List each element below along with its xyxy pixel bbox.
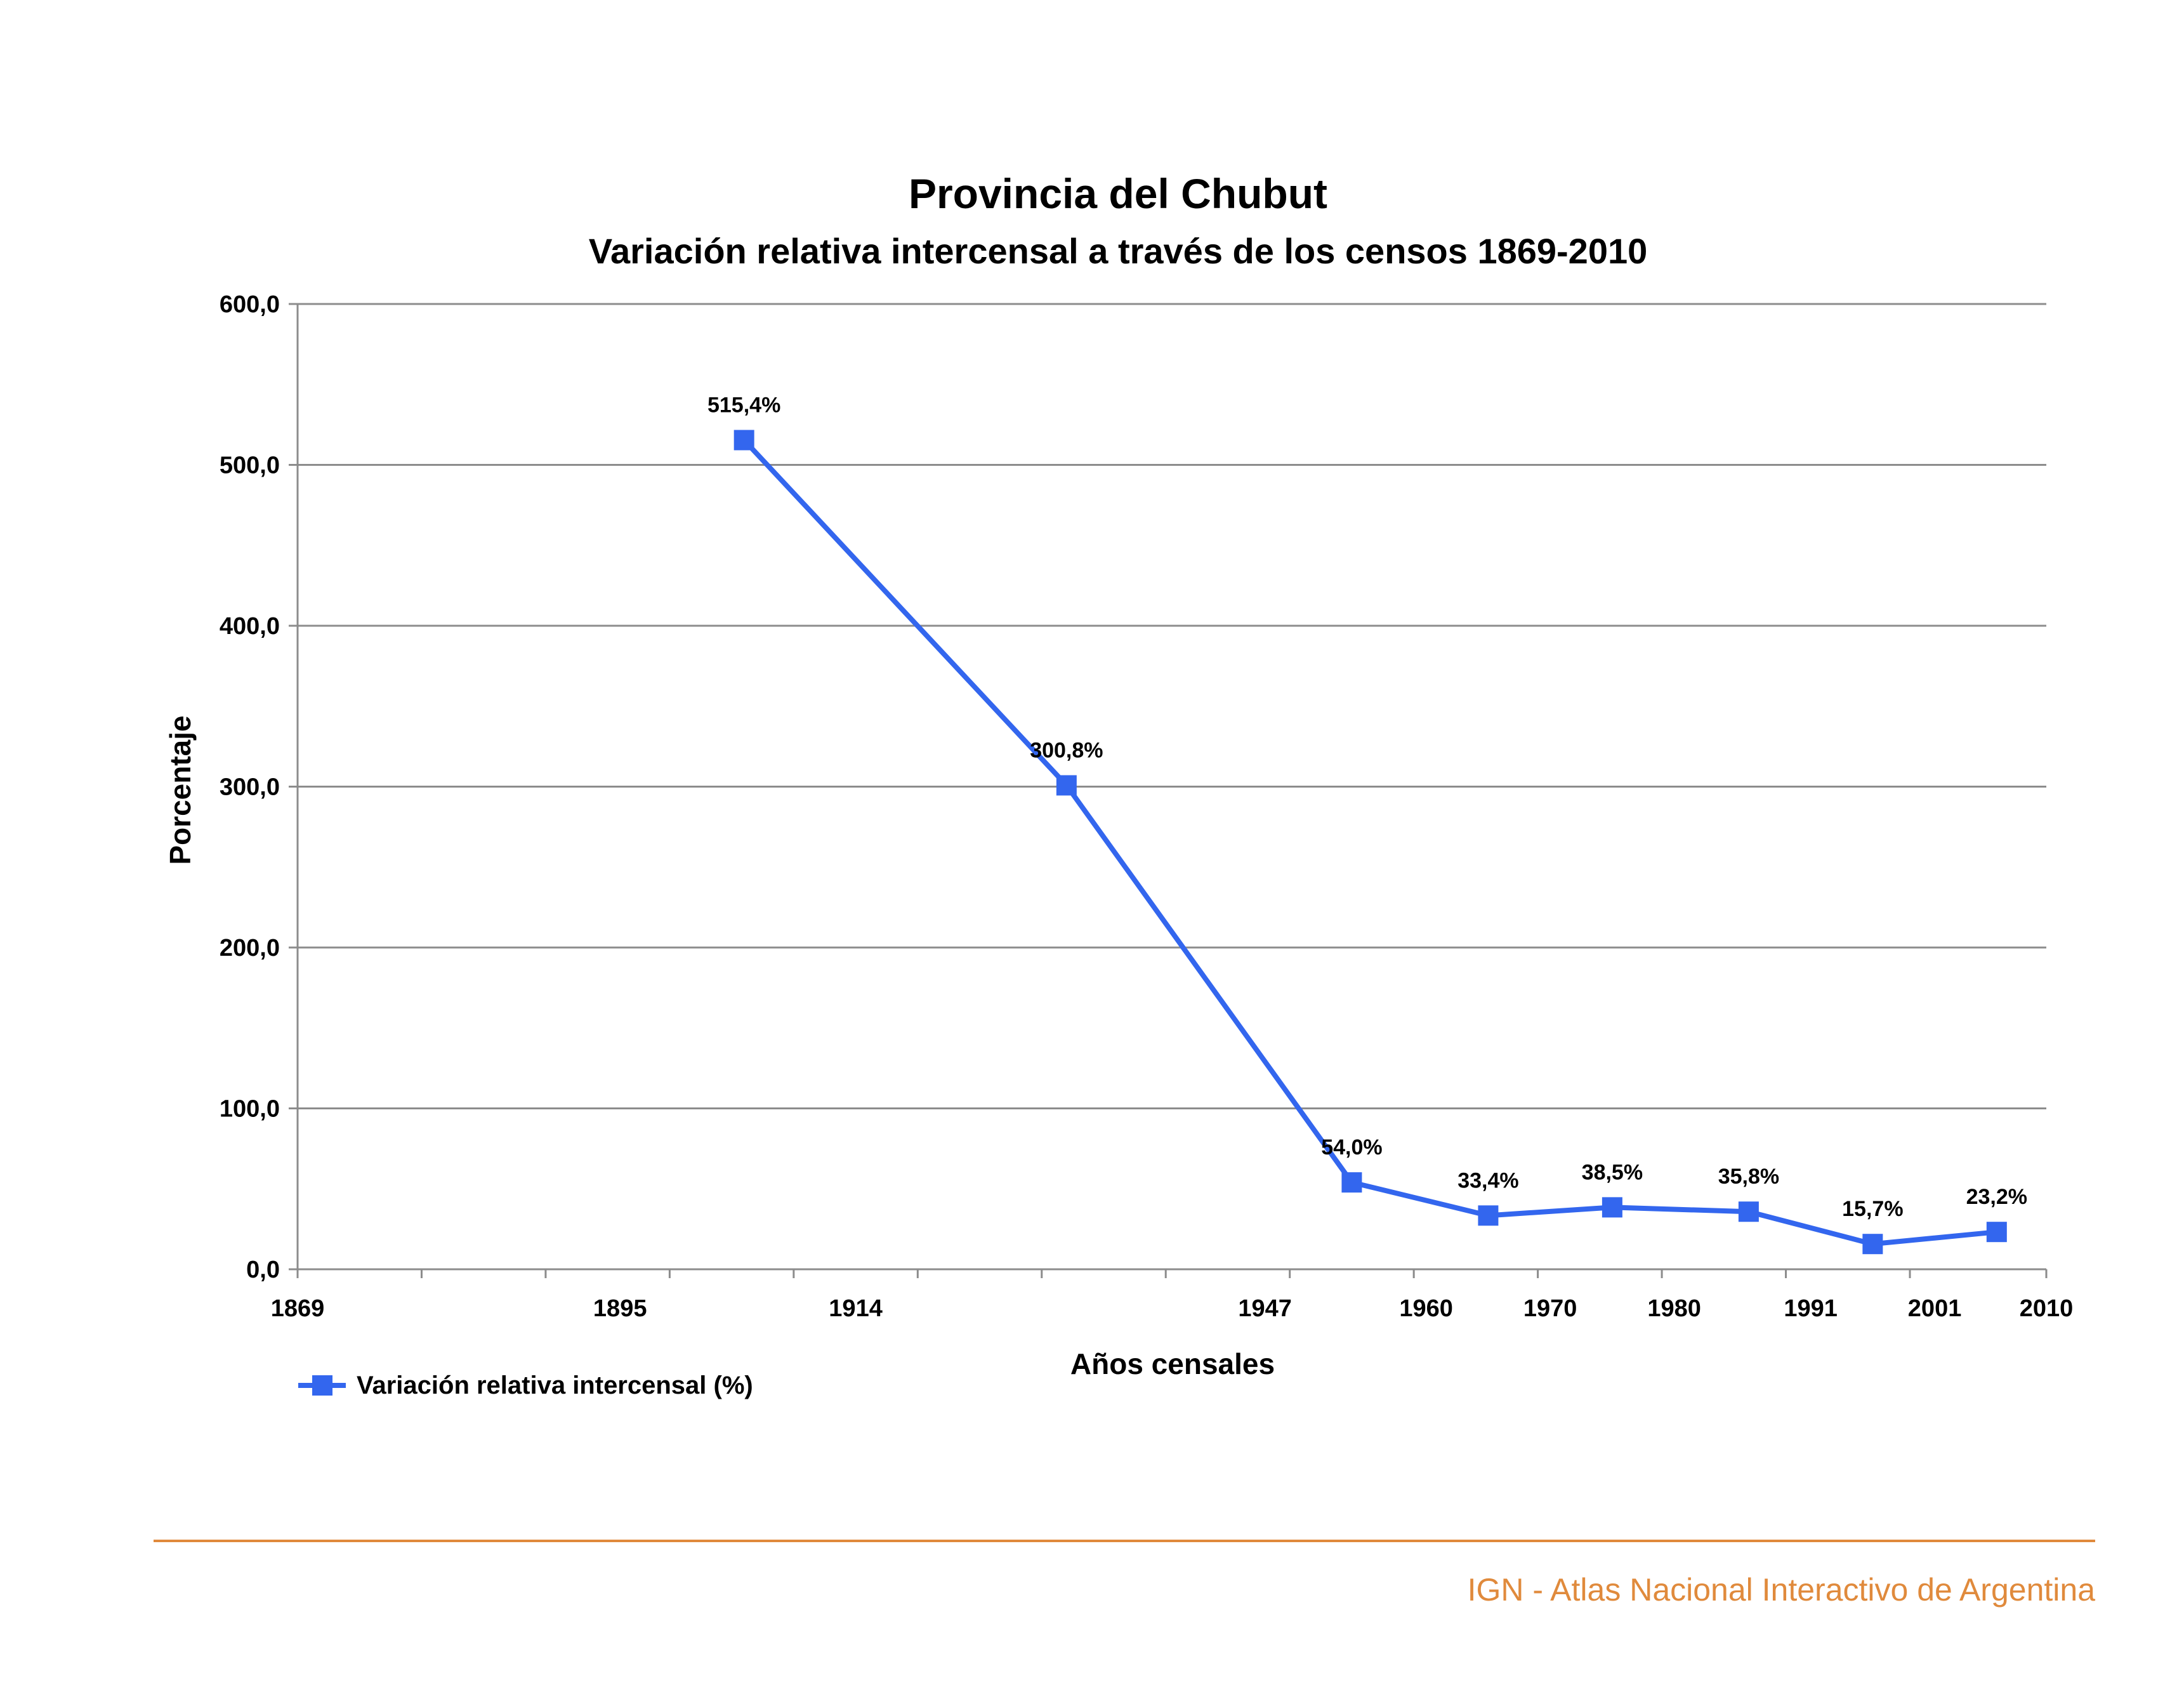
data-point xyxy=(733,430,754,451)
legend-marker xyxy=(312,1375,332,1396)
data-point xyxy=(1986,1222,2007,1243)
data-point xyxy=(1738,1201,1759,1222)
x-tick-label: 2010 xyxy=(2020,1295,2074,1322)
y-tick-label: 400,0 xyxy=(220,613,280,640)
x-tick-label: 1914 xyxy=(829,1295,883,1322)
data-point xyxy=(1341,1172,1362,1193)
data-point xyxy=(1056,775,1077,796)
gridlines xyxy=(298,303,2046,1109)
data-point xyxy=(1602,1197,1622,1218)
series xyxy=(733,430,2007,1255)
data-label: 54,0% xyxy=(1321,1135,1382,1159)
data-label: 23,2% xyxy=(1966,1185,2027,1209)
legend: Variación relativa intercensal (%) xyxy=(298,1371,753,1399)
series-line xyxy=(741,437,1999,1247)
x-tick-label: 1869 xyxy=(271,1295,325,1322)
y-tick-label: 200,0 xyxy=(220,935,280,961)
data-label: 38,5% xyxy=(1582,1160,1643,1184)
x-tick-label: 1960 xyxy=(1399,1295,1453,1322)
y-tick-label: 600,0 xyxy=(220,291,280,318)
data-label: 33,4% xyxy=(1457,1168,1518,1192)
y-tick-label: 300,0 xyxy=(220,774,280,801)
y-tick-label: 500,0 xyxy=(220,452,280,479)
x-tick-label: 1970 xyxy=(1523,1295,1577,1322)
y-axis-label: Porcentaje xyxy=(164,715,197,864)
chart-subtitle: Variación relativa intercensal a través … xyxy=(589,231,1648,271)
data-point xyxy=(1862,1234,1883,1255)
y-tick-labels: 0,0 100,0 200,0 300,0 400,0 500,0 600,0 xyxy=(220,291,280,1283)
data-label: 300,8% xyxy=(1030,738,1103,762)
x-tick-label: 1947 xyxy=(1238,1295,1292,1322)
x-tick-label: 1991 xyxy=(1784,1295,1838,1322)
data-label: 515,4% xyxy=(707,393,780,417)
data-label: 15,7% xyxy=(1842,1197,1903,1221)
axes xyxy=(289,303,2048,1278)
x-tick-label: 2001 xyxy=(1908,1295,1962,1322)
footer-text: IGN - Atlas Nacional Interactivo de Arge… xyxy=(1468,1572,2096,1608)
data-point xyxy=(1478,1205,1499,1226)
data-labels: 515,4% 300,8% 54,0% 33,4% 38,5% 35,8% 15,7% 23,… xyxy=(707,393,2027,1221)
x-tick-label: 1895 xyxy=(593,1295,647,1322)
x-tick-label: 1980 xyxy=(1647,1295,1701,1322)
chart-title: Provincia del Chubut xyxy=(909,170,1327,217)
y-tick-label: 0,0 xyxy=(246,1257,280,1283)
y-tick-label: 100,0 xyxy=(220,1096,280,1123)
x-tick-labels: 1869 1895 1914 1947 1960 1970 1980 1991 2001 2010 xyxy=(271,1295,2074,1322)
data-label: 35,8% xyxy=(1718,1165,1779,1189)
legend-label: Variación relativa intercensal (%) xyxy=(357,1371,753,1399)
x-axis-label: Años censales xyxy=(1070,1347,1275,1380)
